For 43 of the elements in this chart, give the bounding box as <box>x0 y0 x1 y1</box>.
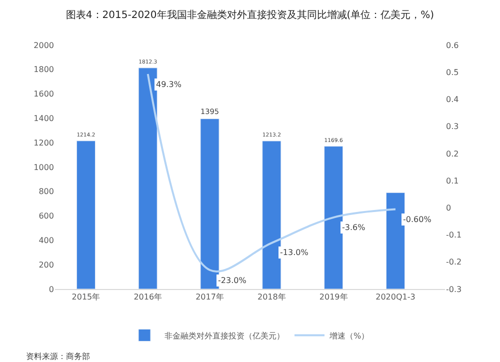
x-tick-label: 2015年 <box>72 292 100 302</box>
bar <box>324 146 344 289</box>
bar <box>262 140 282 289</box>
y2-tick-label: 0.3 <box>446 122 459 132</box>
y-tick-label: 1000 <box>34 162 54 172</box>
y-tick-label: 600 <box>38 212 54 221</box>
legend-label: 增速（%） <box>328 331 370 340</box>
line-series <box>146 73 396 272</box>
y2-tick-label: -0.2 <box>446 258 462 267</box>
bar <box>76 140 96 289</box>
bar <box>138 68 158 289</box>
text: 资料来源：商务部 <box>26 352 90 361</box>
y-tick-label: 800 <box>38 187 54 196</box>
x-tick-label: 2019年 <box>319 292 348 302</box>
y2-tick-label: 0.6 <box>446 40 459 50</box>
y2-tick-label: 0.1 <box>446 176 459 186</box>
y2-tick-label: 0 <box>446 203 452 212</box>
legend-label: 非金融类对外直接投资（亿美元） <box>164 331 284 340</box>
data-label: -3.6% <box>342 223 366 232</box>
data-label: 49.3% <box>156 80 182 89</box>
y-tick-label: 1800 <box>34 65 54 74</box>
y2-tick-label: 0.5 <box>446 68 459 77</box>
data-label: -13.0% <box>280 248 309 257</box>
y-tick-label: 400 <box>38 236 54 245</box>
y-tick-label: 200 <box>38 260 54 270</box>
x-tick-label: 2017年 <box>196 292 224 302</box>
y-tick-label: 1600 <box>34 90 54 99</box>
data-label: -23.0% <box>218 276 247 285</box>
y2-tick-label: -0.1 <box>446 230 462 240</box>
y-tick-label: 1200 <box>34 138 54 148</box>
y-tick-label: 0 <box>48 284 54 294</box>
bar <box>200 118 220 289</box>
y2-tick-label: -0.3 <box>446 284 462 294</box>
x-tick-label: 2020Q1-3 <box>376 292 416 302</box>
data-label: -0.60% <box>403 215 432 224</box>
y-tick-label: 1400 <box>34 114 54 123</box>
chart-title: 图表4：2015-2020年我国非金融类对外直接投资及其同比增减(单位：亿美元，%) <box>66 8 434 21</box>
data-label: 1395 <box>200 106 220 116</box>
y2-tick-label: 0.2 <box>446 149 459 158</box>
y-tick-label: 2000 <box>34 40 54 50</box>
y2-tick-label: 0.4 <box>446 95 459 104</box>
x-tick-label: 2018年 <box>257 292 286 302</box>
x-tick-label: 2016年 <box>134 292 162 302</box>
